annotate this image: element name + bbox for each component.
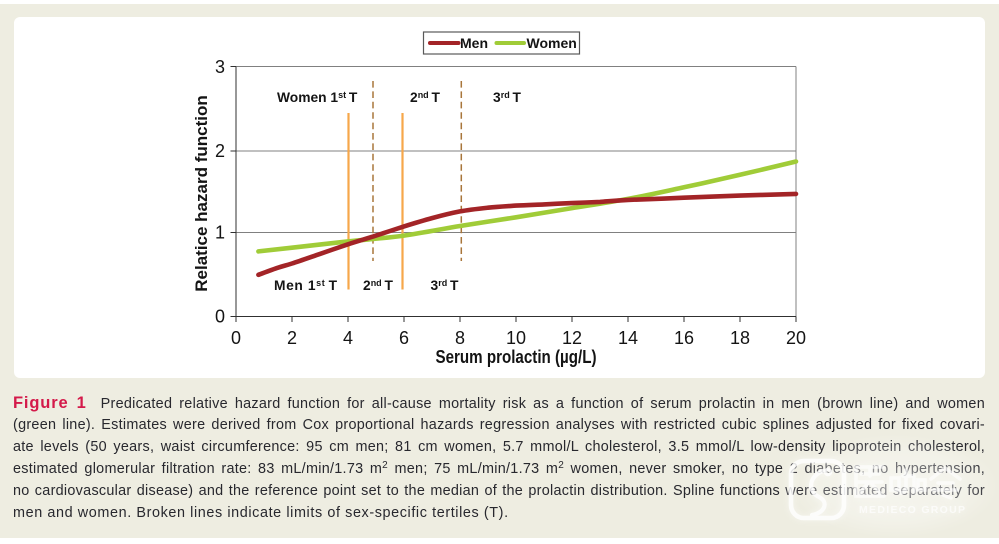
svg-text:2: 2: [287, 328, 297, 348]
svg-text:0: 0: [215, 307, 225, 327]
svg-text:2: 2: [215, 141, 225, 161]
svg-text:16: 16: [674, 328, 694, 348]
svg-text:0: 0: [231, 328, 241, 348]
svg-text:12: 12: [562, 328, 582, 348]
svg-text:3rd T: 3rd T: [431, 278, 459, 293]
svg-text:3rd T: 3rd T: [493, 90, 521, 105]
svg-text:6: 6: [399, 328, 409, 348]
svg-text:Relatice hazard function: Relatice hazard function: [192, 95, 211, 291]
svg-text:10: 10: [506, 328, 526, 348]
svg-text:8: 8: [455, 328, 465, 348]
svg-text:Men 1st T: Men 1st T: [274, 278, 338, 293]
svg-text:Women: Women: [527, 35, 577, 51]
svg-text:Men: Men: [460, 35, 488, 51]
svg-text:4: 4: [343, 328, 353, 348]
svg-text:1: 1: [215, 223, 225, 243]
svg-text:2nd T: 2nd T: [363, 278, 393, 293]
svg-text:14: 14: [618, 328, 638, 348]
svg-text:3: 3: [215, 57, 225, 77]
svg-text:2nd T: 2nd T: [410, 90, 440, 105]
svg-text:18: 18: [730, 328, 750, 348]
svg-text:Serum prolactin (µg/L): Serum prolactin (µg/L): [436, 346, 597, 367]
svg-text:20: 20: [786, 328, 806, 348]
svg-text:Women 1st T: Women 1st T: [277, 90, 358, 105]
